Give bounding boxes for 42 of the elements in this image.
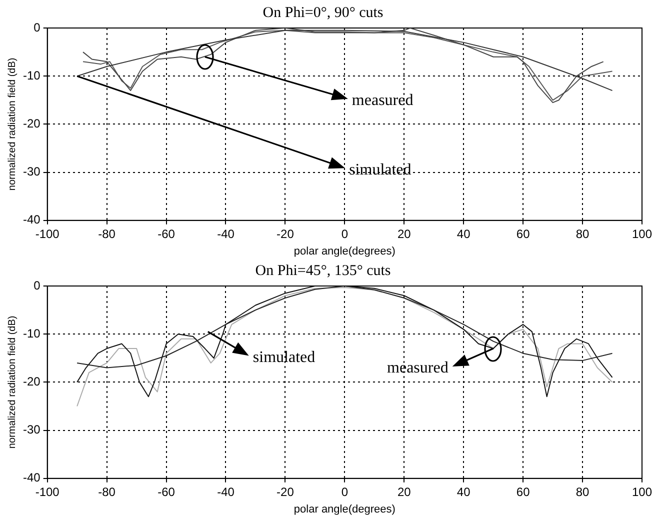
x-tick-label: -20	[276, 226, 294, 241]
x-tick-label: 20	[397, 226, 412, 241]
x-axis-title: polar angle(degrees)	[294, 503, 396, 516]
x-axis-title: polar angle(degrees)	[294, 245, 396, 258]
x-tick-label: 0	[341, 484, 348, 499]
chart-title: On Phi=0°, 90° cuts	[262, 4, 384, 21]
x-tick-label: -40	[217, 226, 235, 241]
y-tick-label: -20	[23, 116, 41, 131]
annotation: measured	[387, 360, 448, 377]
x-tick-label: -20	[276, 484, 294, 499]
x-tick-label: -100	[35, 226, 60, 241]
y-axis-title: normalized radiation field (dB)	[6, 316, 18, 449]
x-tick-label: -60	[158, 226, 176, 241]
x-tick-label: 60	[516, 226, 530, 241]
x-tick-label: 80	[576, 484, 590, 499]
x-tick-label: -40	[217, 484, 235, 499]
y-axis-title: normalized radiation field (dB)	[6, 58, 18, 191]
annotation: simulated	[349, 161, 412, 178]
x-tick-label: -80	[98, 226, 116, 241]
x-tick-label: 60	[516, 484, 530, 499]
y-tick-label: 0	[34, 20, 41, 34]
x-tick-label: 40	[456, 226, 471, 241]
x-tick-label: 100	[632, 226, 652, 241]
annotation: simulated	[252, 348, 316, 366]
x-tick-label: -60	[158, 484, 176, 499]
annotation: measured	[352, 92, 414, 110]
y-tick-label: -40	[23, 470, 41, 485]
y-tick-label: -30	[23, 422, 41, 437]
y-tick-label: -10	[23, 68, 41, 82]
x-tick-label: 100	[632, 484, 652, 499]
chart-title: On Phi=45°, 135° cuts	[255, 262, 391, 279]
x-tick-label: 80	[576, 226, 590, 241]
y-tick-label: -40	[23, 212, 41, 227]
y-tick-label: -20	[23, 374, 41, 389]
x-tick-label: 0	[341, 226, 348, 241]
x-tick-label: 40	[456, 484, 471, 499]
x-tick-label: -100	[35, 484, 60, 499]
y-tick-label: 0	[34, 278, 41, 292]
x-tick-label: 20	[397, 484, 412, 499]
y-tick-label: -30	[23, 164, 41, 179]
x-tick-label: -80	[98, 484, 116, 499]
y-tick-label: -10	[23, 326, 41, 340]
